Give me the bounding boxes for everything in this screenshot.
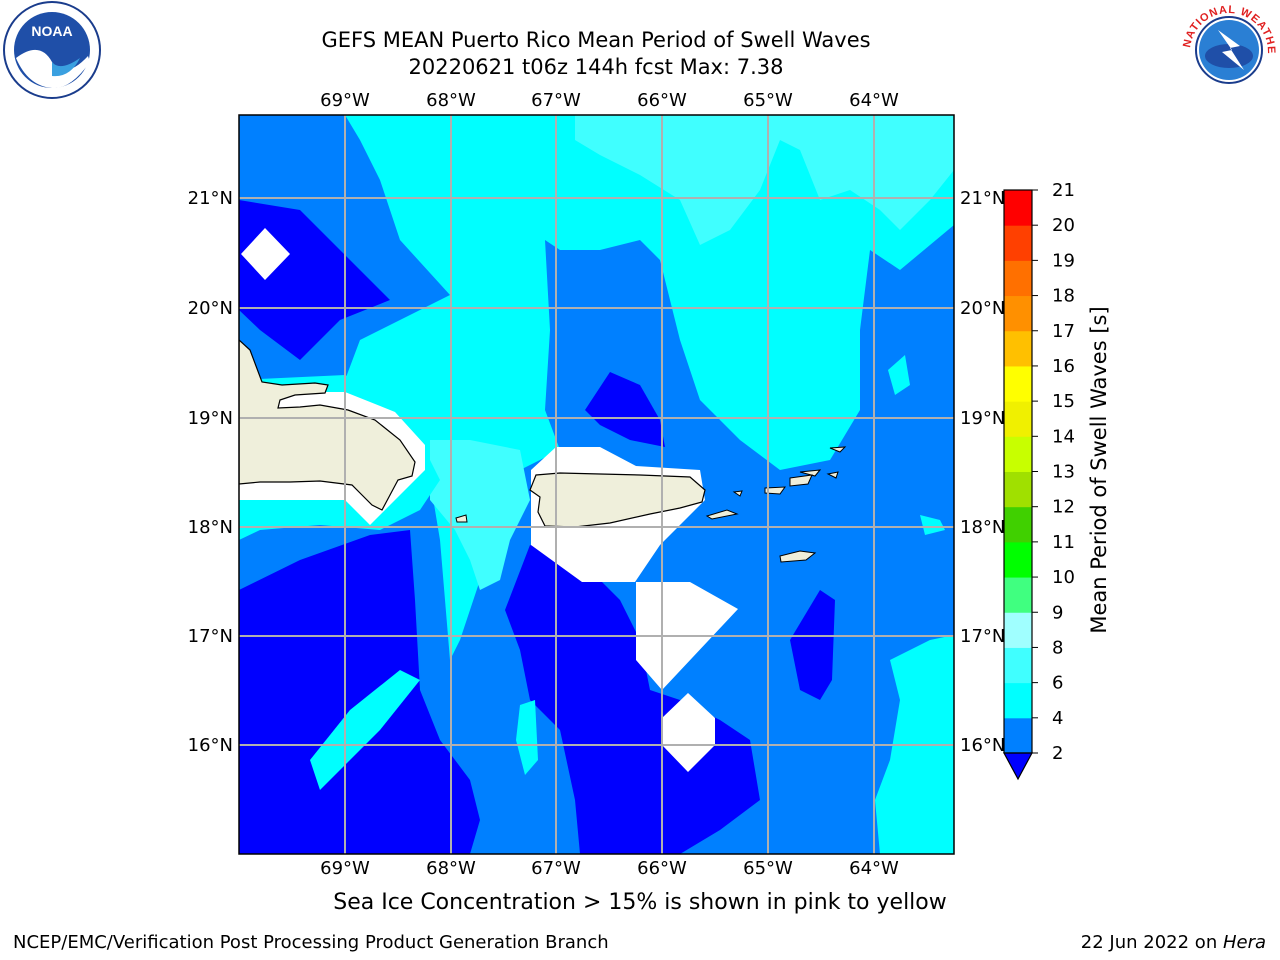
lat-label-right: 16°N [960,735,1005,756]
lat-label-right: 17°N [960,626,1005,647]
colorbar-band [1004,577,1032,613]
contour-4-6-southwest [310,670,420,790]
contour-lt2-southcentral [505,545,760,854]
lat-label-right: 20°N [960,298,1005,319]
no-data-south [662,693,715,772]
no-data-northwest [241,228,290,280]
colorbar-tick-label: 16 [1052,356,1075,377]
colorbar-tick-label: 11 [1052,532,1075,553]
colorbar-band [1004,365,1032,402]
lat-label-left: 21°N [188,188,233,209]
contour-6-8-mona [430,440,530,590]
colorbar-band [1004,682,1032,719]
contour-4-6-eastedge [920,515,945,535]
contour-lt2-northwest [239,200,390,360]
colorbar-tick-label: 2 [1052,743,1063,764]
lon-label-top: 66°W [637,90,687,111]
colorbar-tick-label: 10 [1052,567,1075,588]
colorbar-band [1004,647,1032,684]
lon-label-bottom: 68°W [426,858,476,879]
colorbar-tick-label: 6 [1052,673,1063,694]
land-mona [455,514,468,523]
colorbar-tick-label: 19 [1052,250,1075,271]
lon-label-bottom: 67°W [531,858,581,879]
colorbar-tick-label: 12 [1052,497,1075,518]
land-hispaniola [239,339,416,511]
lat-label-right: 18°N [960,517,1005,538]
colorbar: 2 4 6 8 9 10 11 12 13 14 15 16 17 18 19 20 21 [1002,180,1075,781]
lat-label-left: 19°N [188,408,233,429]
land-vieques [705,509,739,520]
colorbar-tick-label: 15 [1052,391,1075,412]
colorbar-band [1004,506,1032,543]
noaa-logo-text: NOAA [31,23,72,39]
land-st-croix [779,550,817,563]
footer-machine: Hera [1222,932,1266,953]
sea-ice-note: Sea Ice Concentration > 15% is shown in … [333,890,947,915]
chart-subtitle: 20220621 t06z 144h fcst Max: 7.38 [408,55,784,79]
colorbar-band [1004,260,1032,297]
lon-label-bottom: 69°W [320,858,370,879]
colorbar-tick-label: 20 [1052,215,1075,236]
lat-label-left: 18°N [188,517,233,538]
colorbar-band [1004,401,1032,437]
grid [239,115,954,854]
colorbar-tick-label: 18 [1052,286,1075,307]
contour-6-8-north [575,115,954,245]
colorbar-tick-label: 17 [1052,321,1075,342]
lon-label-top: 68°W [426,90,476,111]
swell-period-field [239,115,954,854]
lon-label-bottom: 65°W [743,858,793,879]
lon-label-top: 64°W [849,90,899,111]
colorbar-band [1004,330,1032,367]
colorbar-band [1004,717,1032,754]
map-frame [238,114,955,855]
colorbar-tick-label: 4 [1052,708,1063,729]
colorbar-band [1004,471,1032,508]
lon-label-top: 65°W [743,90,793,111]
lon-label-top: 67°W [531,90,581,111]
noaa-logo: NOAA [3,1,101,99]
lon-label-bottom: 64°W [849,858,899,879]
colorbar-under-triangle [1002,752,1034,781]
colorbar-tick-label: 9 [1052,602,1063,623]
colorbar-band [1004,295,1032,332]
land-virgin-islands [732,446,847,497]
footer-branch: NCEP/EMC/Verification Post Processing Pr… [13,932,609,953]
footer-date: 22 Jun 2022 on Hera [1081,932,1266,953]
colorbar-band [1004,190,1032,226]
contour-lt2-northcentral [585,372,665,447]
colorbar-band [1004,225,1032,261]
contour-4-6-lesser [888,355,910,395]
lat-label-right: 19°N [960,408,1005,429]
colorbar-tick-label: 21 [1052,180,1075,201]
colorbar-band [1004,541,1032,578]
lat-label-right: 21°N [960,188,1005,209]
lat-label-left: 16°N [188,735,233,756]
lon-label-top: 69°W [320,90,370,111]
colorbar-label: Mean Period of Swell Waves [s] [1087,306,1111,633]
contour-lt2-east [790,590,835,700]
contour-4-6-south [516,700,538,775]
colorbar-tick-label: 13 [1052,462,1075,483]
lat-label-left: 20°N [188,298,233,319]
colorbar-tick-label: 8 [1052,637,1063,658]
lon-label-bottom: 66°W [637,858,687,879]
colorbar-tick-label: 14 [1052,426,1075,447]
contour-lt2-southwest [239,530,480,854]
lat-label-left: 17°N [188,626,233,647]
chart-title: GEFS MEAN Puerto Rico Mean Period of Swe… [321,28,871,52]
colorbar-band [1004,436,1032,472]
footer-date-text: 22 Jun 2022 on [1080,932,1223,953]
nws-logo: NATIONAL WEATHER SERVICE [1178,0,1276,96]
colorbar-band [1004,612,1032,648]
